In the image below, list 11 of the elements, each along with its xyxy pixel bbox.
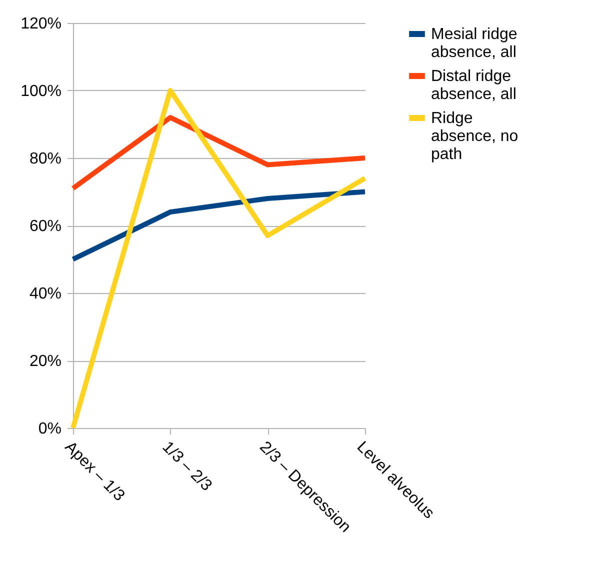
legend-label: Ridge absence, no path — [431, 110, 518, 163]
x-tick-label: 1/3 – 2/3 — [158, 438, 215, 495]
y-tick-label: 0% — [38, 420, 62, 438]
y-tick-label: 40% — [29, 286, 62, 302]
legend-label: Mesial ridge absence, all — [431, 26, 518, 61]
y-tick-label: 100% — [20, 83, 62, 100]
y-tick-label: 80% — [29, 150, 62, 168]
y-tick-label: 20% — [29, 353, 62, 370]
y-tick-label: 120% — [20, 16, 62, 32]
legend-label: Distal ridge absence, all — [431, 68, 516, 103]
y-tick-label: 60% — [29, 218, 62, 235]
